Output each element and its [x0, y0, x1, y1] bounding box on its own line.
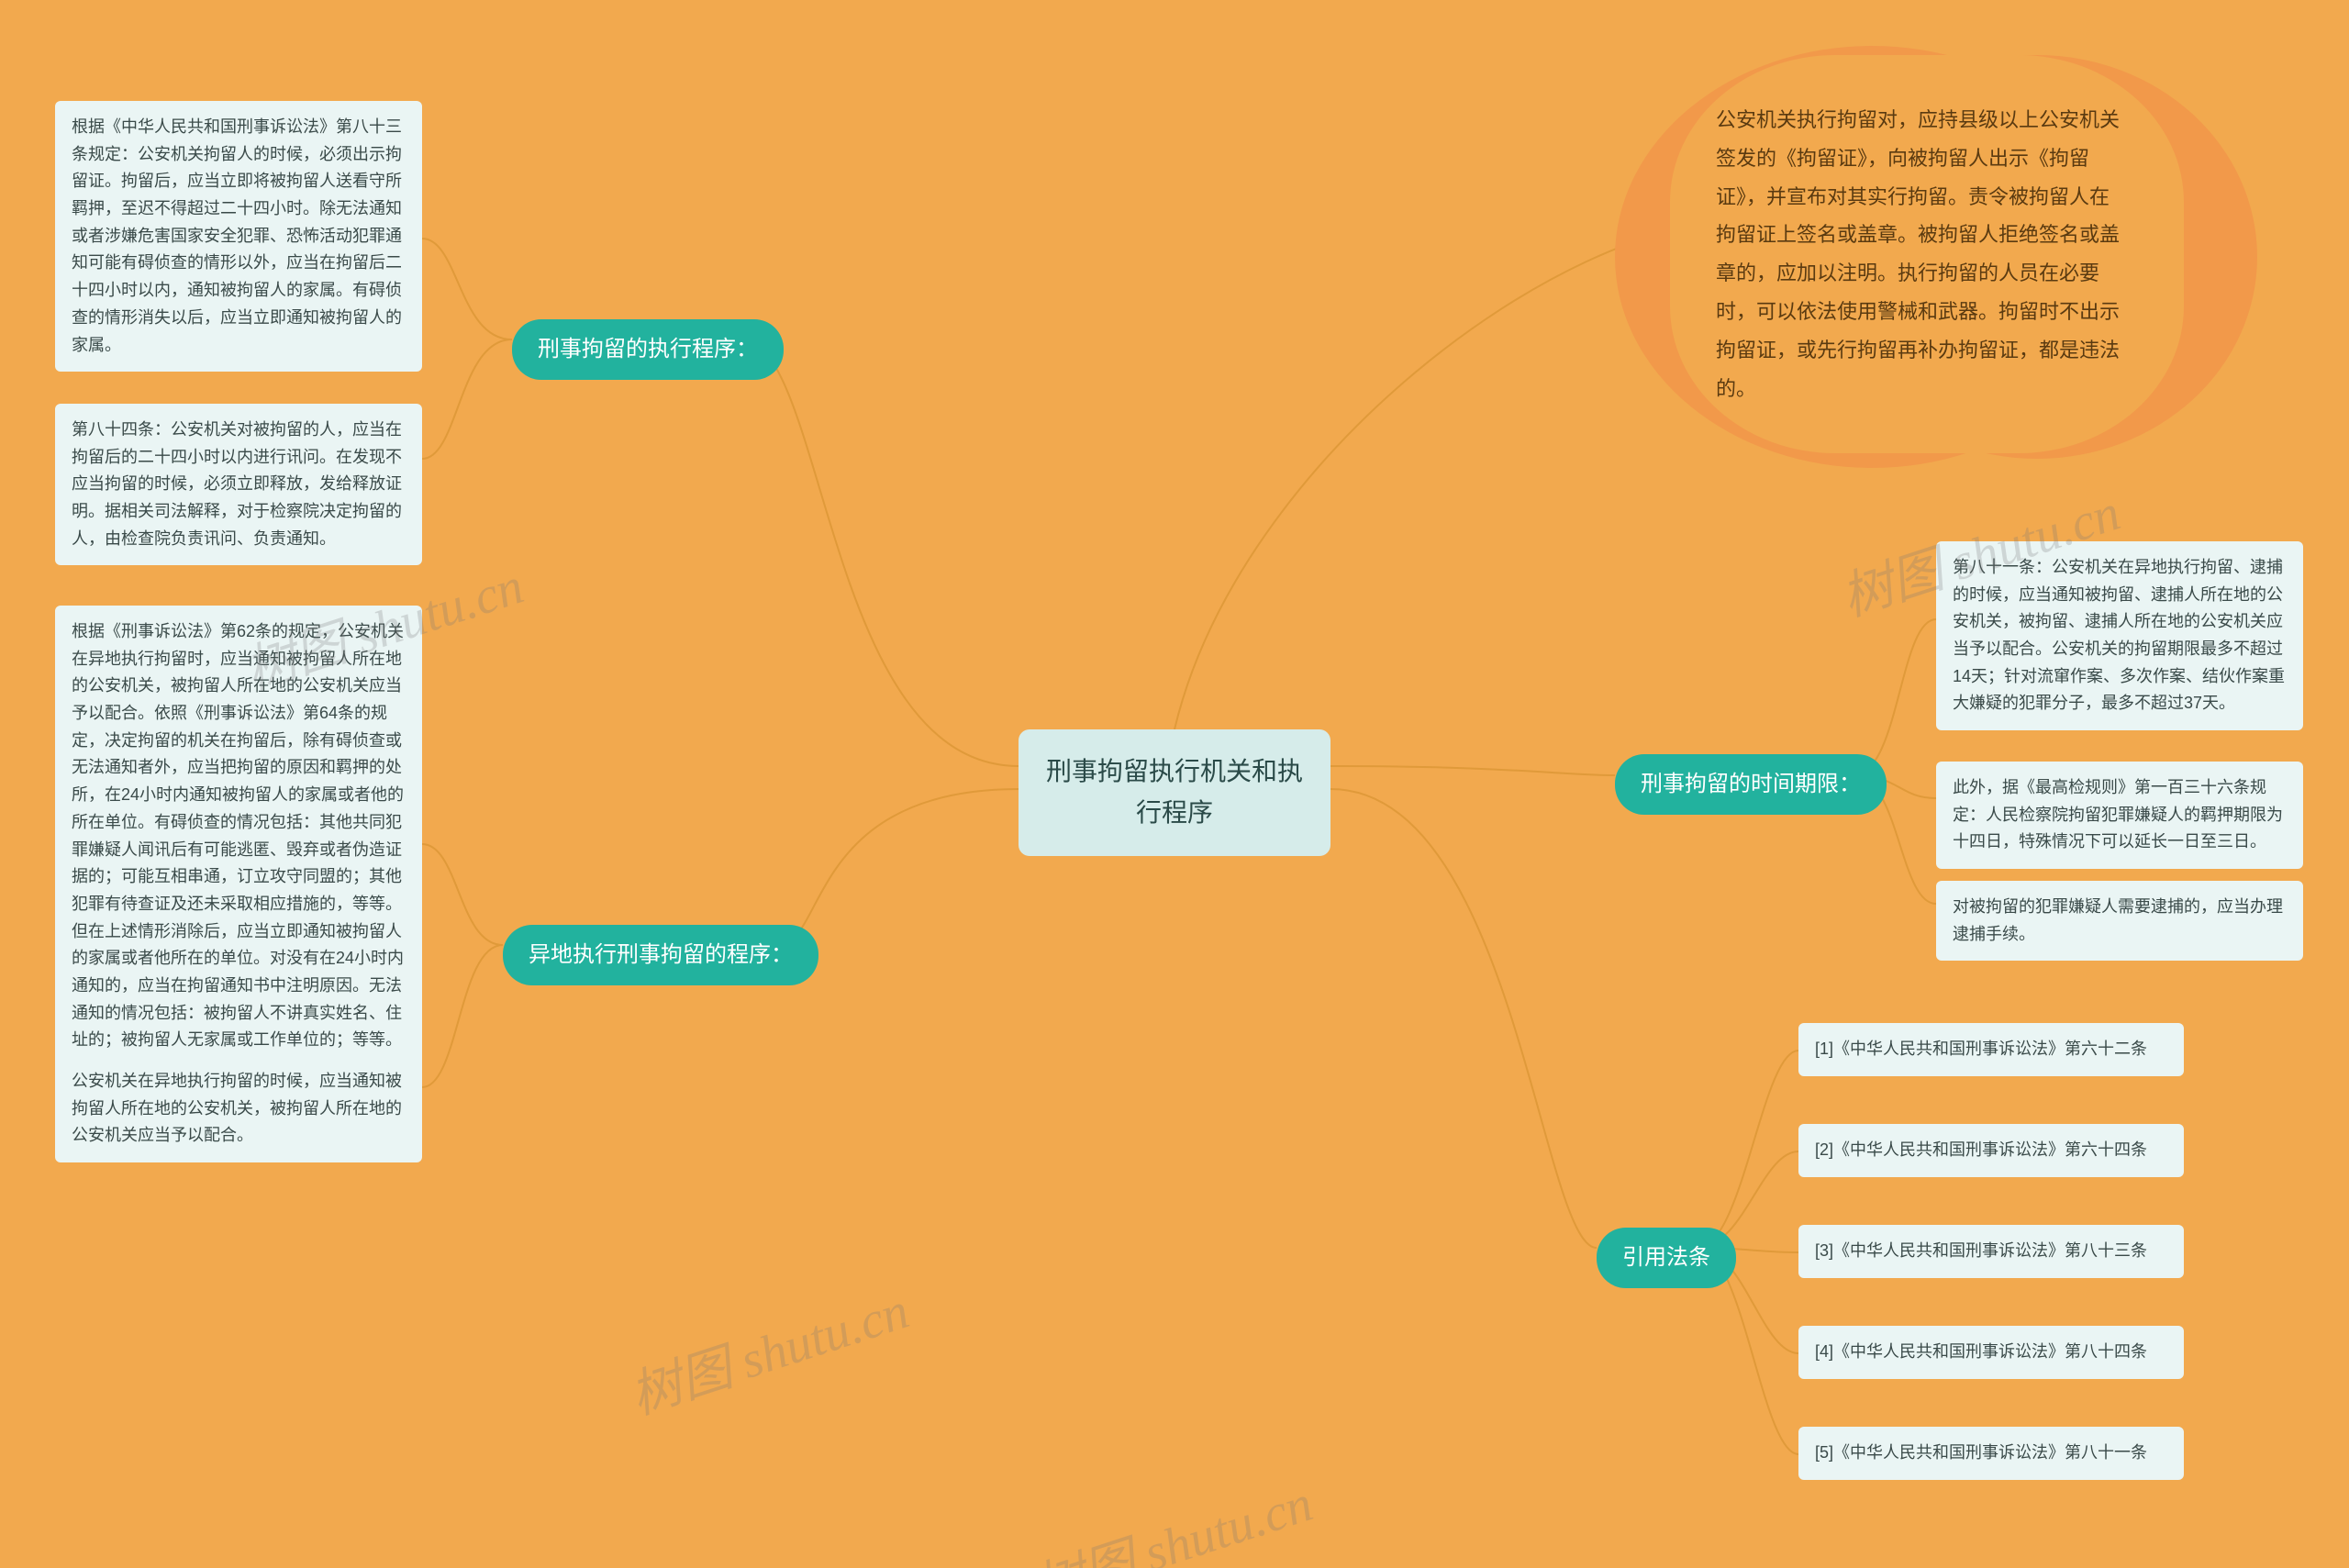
branch-remote-proc: 异地执行刑事拘留的程序： — [503, 925, 818, 985]
leaf-law-1: [1]《中华人民共和国刑事诉讼法》第六十二条 — [1798, 1023, 2184, 1076]
leaf-law-4: [4]《中华人民共和国刑事诉讼法》第八十四条 — [1798, 1326, 2184, 1379]
leaf-law-5: [5]《中华人民共和国刑事诉讼法》第八十一条 — [1798, 1427, 2184, 1480]
leaf-law-3: [3]《中华人民共和国刑事诉讼法》第八十三条 — [1798, 1225, 2184, 1278]
center-node: 刑事拘留执行机关和执行程序 — [1019, 729, 1330, 856]
watermark: 树图 shutu.cn — [1023, 1462, 1320, 1568]
content-layer: 刑事拘留执行机关和执行程序 刑事拘留的执行程序： 异地执行刑事拘留的程序： 刑事… — [0, 0, 2349, 1568]
leaf-exec-1: 根据《中华人民共和国刑事诉讼法》第八十三条规定：公安机关拘留人的时候，必须出示拘… — [55, 101, 422, 372]
bubble-text: 公安机关执行拘留对，应持县级以上公安机关签发的《拘留证》，向被拘留人出示《拘留证… — [1670, 55, 2184, 453]
leaf-law-2: [2]《中华人民共和国刑事诉讼法》第六十四条 — [1798, 1124, 2184, 1177]
leaf-remote-2: 公安机关在异地执行拘留的时候，应当通知被拘留人所在地的公安机关，被拘留人所在地的… — [55, 1055, 422, 1162]
branch-time-limit: 刑事拘留的时间期限： — [1615, 754, 1887, 815]
watermark: 树图 shutu.cn — [619, 1269, 917, 1429]
leaf-time-2: 此外，据《最高检规则》第一百三十六条规定：人民检察院拘留犯罪嫌疑人的羁押期限为十… — [1936, 762, 2303, 869]
leaf-time-3: 对被拘留的犯罪嫌疑人需要逮捕的，应当办理逮捕手续。 — [1936, 881, 2303, 961]
leaf-time-1: 第八十一条：公安机关在异地执行拘留、逮捕的时候，应当通知被拘留、逮捕人所在地的公… — [1936, 541, 2303, 730]
leaf-remote-1: 根据《刑事诉讼法》第62条的规定，公安机关在异地执行拘留时，应当通知被拘留人所在… — [55, 606, 422, 1067]
leaf-exec-2: 第八十四条：公安机关对被拘留的人，应当在拘留后的二十四小时以内进行讯问。在发现不… — [55, 404, 422, 565]
branch-cited-laws: 引用法条 — [1597, 1228, 1736, 1288]
bubble-exec-detail: 公安机关执行拘留对，应持县级以上公安机关签发的《拘留证》，向被拘留人出示《拘留证… — [1670, 55, 2184, 453]
branch-exec-proc: 刑事拘留的执行程序： — [512, 319, 784, 380]
